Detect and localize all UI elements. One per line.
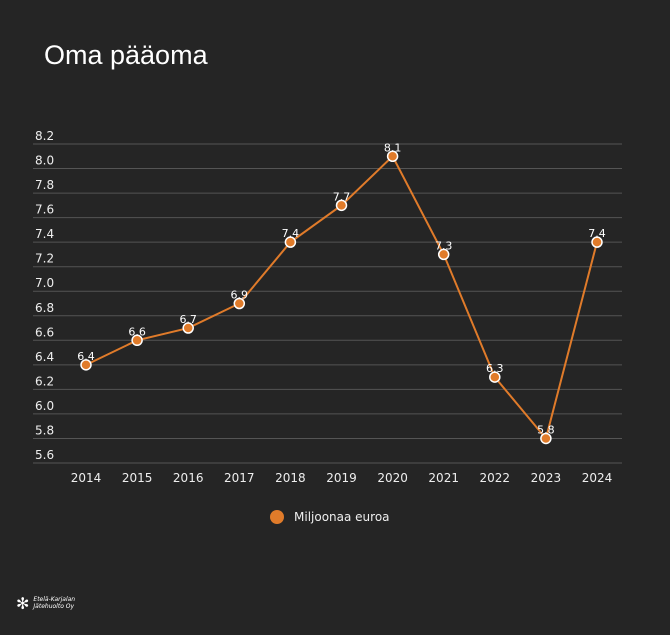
y-tick-label: 7.6 [35,203,54,217]
x-tick-label: 2023 [531,471,562,485]
data-label: 7.4 [282,227,300,240]
data-label: 6.4 [77,350,95,363]
data-label: 6.9 [231,289,249,302]
y-tick-label: 5.6 [35,448,54,462]
data-point [131,334,143,347]
company-logo: ✻ Etelä-Karjalan Jätehuolto Oy [16,593,76,613]
data-point [335,199,348,212]
x-tick-label: 2021 [428,471,459,485]
data-label: 6.3 [486,362,504,375]
y-tick-label: 7.0 [35,276,54,290]
x-tick-label: 2020 [377,471,408,485]
data-label: 7.7 [333,190,351,203]
data-point [540,432,552,445]
data-point [437,248,450,261]
y-tick-label: 6.8 [35,301,54,315]
data-label: 5.8 [537,423,555,436]
logo-icon: ✻ [16,593,30,613]
data-point [233,297,246,310]
y-tick-label: 5.8 [35,423,54,437]
y-tick-label: 6.4 [35,350,54,364]
logo-text: Etelä-Karjalan Jätehuolto Oy [33,596,76,610]
x-tick-label: 2016 [173,471,204,485]
x-tick-label: 2024 [582,471,613,485]
x-tick-label: 2015 [122,471,153,485]
data-point [284,236,297,248]
legend-label: Miljoonaa euroa [294,510,390,524]
y-tick-label: 8.2 [35,129,54,143]
y-tick-label: 6.0 [35,399,54,413]
data-label: 8.1 [384,141,402,154]
x-tick-label: 2018 [275,471,306,485]
y-tick-label: 7.2 [35,252,54,266]
legend-marker [270,510,284,524]
chart-title: Oma pääoma [44,40,208,70]
x-tick-label: 2019 [326,471,357,485]
data-label: 6.7 [179,313,197,326]
y-tick-label: 6.2 [35,374,54,388]
x-tick-label: 2022 [480,471,511,485]
y-tick-label: 7.8 [35,178,54,192]
y-tick-label: 6.6 [35,325,54,339]
x-tick-label: 2017 [224,471,255,485]
y-tick-label: 7.4 [35,227,54,241]
y-tick-label: 8.0 [35,154,54,168]
data-point [80,359,92,371]
data-label: 7.4 [588,227,606,240]
data-point [489,371,501,383]
data-point [386,150,399,163]
data-label: 7.3 [435,239,453,252]
data-point [591,236,603,248]
legend[interactable]: Miljoonaa euroa [270,510,390,524]
data-point [182,322,194,334]
data-label: 6.6 [128,325,146,338]
x-tick-label: 2014 [71,471,102,485]
